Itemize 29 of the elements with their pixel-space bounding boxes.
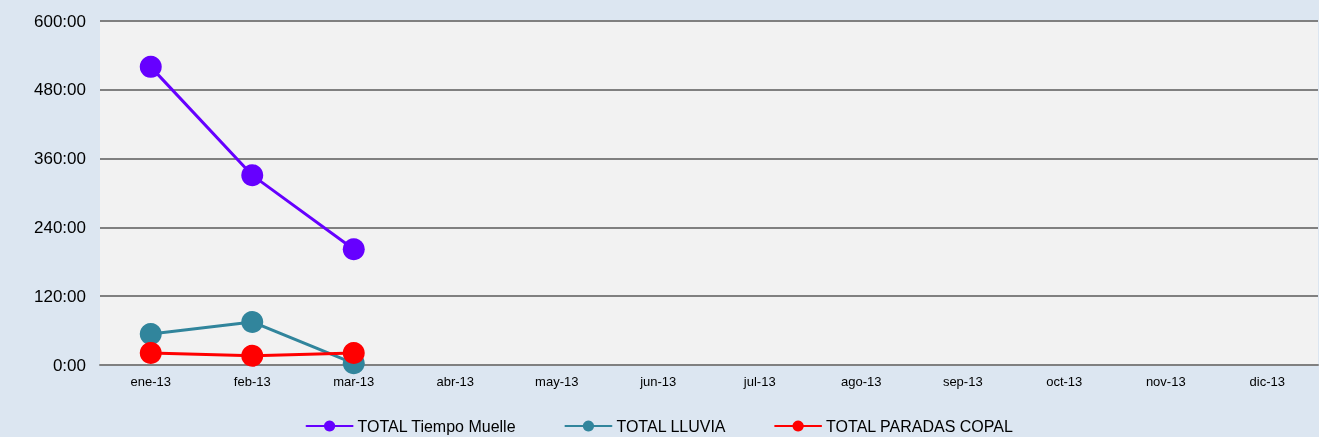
legend-label: TOTAL PARADAS COPAL [826,417,1013,435]
point [241,311,264,333]
legend-label: TOTAL Tiempo Muelle [357,417,516,435]
x-tick-label: ene-13 [130,374,171,389]
x-tick-label: nov-13 [1145,374,1186,389]
y-tick-label: 120:00 [34,286,86,306]
y-tick-label: 600:00 [34,11,86,31]
x-tick-label: may-13 [535,374,579,389]
y-tick-label: 480:00 [34,80,86,100]
y-tick-label: 240:00 [34,217,86,237]
x-tick-label: sep-13 [942,374,983,389]
x-tick-label: abr-13 [436,374,475,389]
y-tick-label: 0:00 [52,355,86,375]
x-tick-label: oct-13 [1046,374,1083,389]
legend-label: TOTAL LLUVIA [616,417,726,435]
y-tick-label: 360:00 [34,149,86,169]
x-tick-label: ago-13 [841,374,882,389]
x-tick-label: dic-13 [1249,374,1285,389]
point [241,164,264,187]
x-tick-label: feb-13 [233,374,271,389]
point [139,323,162,346]
x-tick-label: jun-13 [639,374,677,389]
point [139,55,162,78]
point [342,341,365,364]
point [342,238,365,261]
point [139,341,162,364]
point [241,344,264,367]
x-tick-label: mar-13 [333,374,375,389]
x-tick-label: jul-13 [742,374,776,389]
